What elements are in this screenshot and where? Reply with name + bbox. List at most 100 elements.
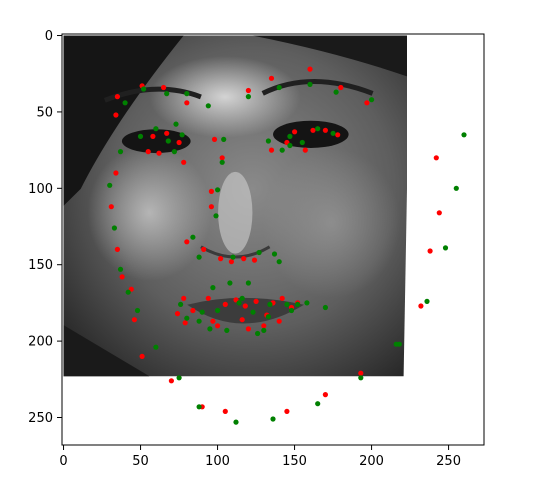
- scatter-point: [393, 341, 399, 347]
- scatter-point: [364, 100, 370, 106]
- scatter-point: [221, 136, 227, 142]
- scatter-point: [125, 289, 131, 295]
- hair-top: [252, 35, 407, 77]
- scatter-point: [228, 259, 234, 265]
- scatter-point: [276, 84, 282, 91]
- scatter-point: [161, 84, 167, 91]
- scatter-point: [173, 121, 179, 127]
- scatter-point: [307, 81, 313, 87]
- scatter-point: [213, 213, 219, 219]
- scatter-point: [218, 256, 224, 262]
- scatter-point: [369, 97, 375, 103]
- scatter-point: [171, 149, 177, 155]
- scatter-point: [114, 246, 120, 252]
- scatter-point: [176, 375, 182, 381]
- scatter-point: [302, 147, 308, 153]
- scatter-point: [442, 245, 449, 251]
- y-tick-label: 0: [45, 29, 53, 44]
- scatter-point: [270, 416, 276, 422]
- scatter-point: [199, 309, 205, 315]
- scatter-point: [461, 132, 467, 138]
- cheek-highlight-right: [262, 147, 401, 298]
- scatter-point: [119, 274, 125, 280]
- scatter-point: [236, 300, 242, 306]
- scatter-point: [284, 408, 290, 414]
- scatter-point: [245, 87, 251, 94]
- scatter-point: [251, 257, 258, 263]
- scatter-point: [330, 130, 336, 136]
- scatter-point: [261, 323, 267, 329]
- scatter-point: [111, 225, 117, 231]
- y-tick-label: 50: [36, 105, 53, 120]
- scatter-point: [107, 182, 113, 188]
- y-tick-label: 150: [28, 258, 53, 273]
- scatter-point: [333, 89, 339, 95]
- scatter-point: [113, 112, 119, 118]
- scatter-point: [196, 404, 202, 410]
- scatter-point: [358, 375, 364, 381]
- scatter-point: [174, 311, 181, 317]
- scatter-point: [250, 309, 256, 315]
- scatter-point: [418, 303, 424, 309]
- nose-highlight: [218, 171, 253, 254]
- y-tick-label: 100: [28, 182, 53, 197]
- face-photo: [63, 35, 407, 377]
- shadow-bottom-left: [63, 325, 150, 377]
- x-tick-label: 200: [359, 454, 384, 469]
- cheek-highlight-left: [87, 144, 212, 281]
- scatter-point: [322, 127, 328, 133]
- scatter-point: [113, 170, 119, 176]
- scatter-point: [181, 295, 187, 301]
- scatter-point: [287, 133, 293, 139]
- scatter-point: [287, 142, 293, 149]
- scatter-point: [295, 301, 301, 307]
- axes-frame: [61, 33, 485, 446]
- scatter-point: [227, 280, 233, 286]
- scatter-point: [315, 126, 321, 132]
- scatter-point: [205, 295, 211, 301]
- scatter-point: [424, 298, 430, 304]
- scatter-point: [219, 159, 225, 165]
- scatter-point: [222, 408, 228, 414]
- scatter-point: [208, 188, 214, 194]
- scatter-point: [190, 234, 196, 240]
- eyebrow-right: [261, 79, 374, 96]
- y-tick-label: 200: [28, 335, 53, 350]
- scatter-point: [279, 295, 285, 301]
- scatter-point: [239, 295, 245, 301]
- scatter-point: [219, 155, 225, 161]
- scatter-point: [241, 256, 247, 262]
- scatter-point: [322, 304, 328, 311]
- scatter-point: [304, 300, 310, 306]
- scatter-point: [201, 246, 207, 252]
- scatter-point: [310, 127, 316, 133]
- scatter-point: [184, 239, 190, 245]
- scatter-point: [182, 320, 188, 326]
- scatter-point: [131, 317, 137, 323]
- scatter-point: [288, 307, 295, 314]
- scatter-point: [215, 187, 221, 193]
- eye-right: [273, 120, 349, 148]
- forehead-highlight: [149, 55, 301, 138]
- scatter-point: [284, 301, 290, 307]
- series-1: [107, 81, 467, 425]
- scatter-point: [165, 138, 171, 144]
- scatter-point: [268, 75, 275, 81]
- series-0: [108, 66, 442, 414]
- scatter-point: [139, 353, 145, 359]
- scatter-point: [108, 204, 114, 210]
- scatter-point: [436, 210, 442, 216]
- scatter-point: [196, 318, 202, 324]
- hair-left: [63, 35, 184, 206]
- axis-ticks: 0 50 100 150 200 250 0 50 100 150 200 250: [28, 29, 461, 469]
- scatter-point: [335, 132, 341, 138]
- scatter-point: [299, 139, 305, 146]
- scatter-point: [224, 327, 230, 333]
- scatter-point: [245, 326, 251, 332]
- scatter-point: [117, 266, 124, 272]
- scatter-point: [222, 301, 228, 307]
- scatter-point: [184, 315, 190, 321]
- scatter-point: [190, 307, 196, 314]
- scatter-point: [279, 147, 285, 153]
